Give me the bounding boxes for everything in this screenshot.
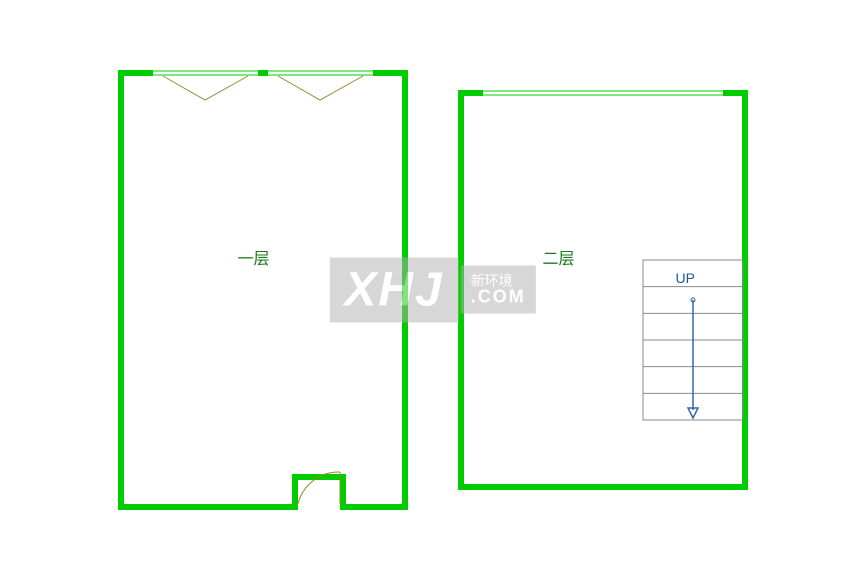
floor1-plan: 一层 [118, 70, 408, 510]
floor2-svg [458, 90, 748, 490]
stair-up-label: UP [676, 270, 695, 286]
floor1-svg [118, 70, 408, 510]
floor2-plan: 二层 UP [458, 90, 748, 490]
floorplan-container: 一层 二层 UP [0, 0, 865, 579]
floor1-label: 一层 [238, 245, 270, 269]
floor2-label: 二层 [543, 245, 575, 269]
